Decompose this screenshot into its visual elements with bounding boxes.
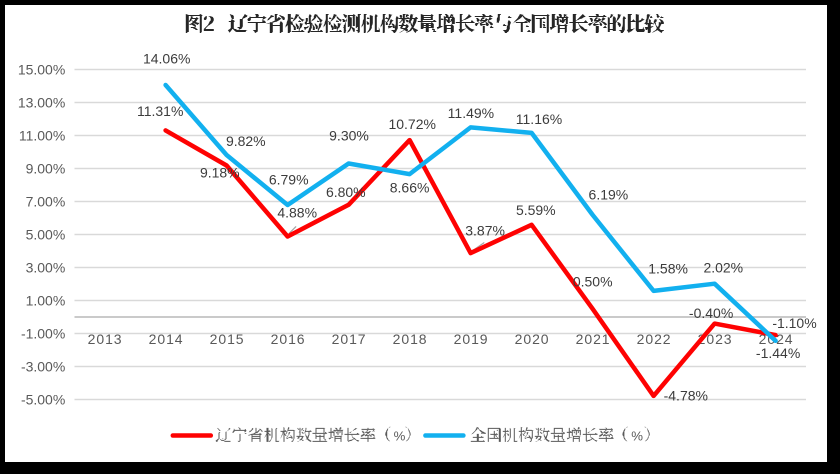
svg-text:6.80%: 6.80% [326, 184, 366, 200]
svg-text:2014: 2014 [149, 331, 183, 347]
svg-text:7.00%: 7.00% [26, 194, 66, 210]
svg-text:10.72%: 10.72% [388, 116, 435, 132]
svg-text:2019: 2019 [454, 331, 488, 347]
svg-text:11.00%: 11.00% [19, 128, 65, 144]
svg-text:9.30%: 9.30% [329, 128, 369, 144]
svg-text:11.16%: 11.16% [516, 111, 562, 127]
svg-text:6.19%: 6.19% [589, 186, 629, 202]
svg-text:14.06%: 14.06% [143, 51, 190, 67]
svg-text:2020: 2020 [515, 331, 549, 347]
svg-text:15.00%: 15.00% [18, 62, 65, 78]
svg-text:4.88%: 4.88% [277, 204, 317, 220]
svg-text:2021: 2021 [576, 331, 610, 347]
svg-text:5.00%: 5.00% [26, 227, 66, 243]
svg-text:11.49%: 11.49% [448, 105, 494, 121]
svg-text:1.58%: 1.58% [648, 260, 688, 276]
svg-text:3.87%: 3.87% [465, 223, 505, 239]
svg-text:9.18%: 9.18% [200, 165, 240, 181]
svg-text:2022: 2022 [637, 331, 671, 347]
svg-text:0.50%: 0.50% [573, 274, 613, 290]
svg-text:-1.00%: -1.00% [21, 326, 65, 342]
svg-text:11.31%: 11.31% [137, 103, 183, 119]
svg-text:2015: 2015 [210, 331, 244, 347]
svg-text:2017: 2017 [332, 331, 366, 347]
svg-text:-4.78%: -4.78% [664, 387, 708, 403]
svg-text:9.82%: 9.82% [226, 133, 266, 149]
svg-text:-3.00%: -3.00% [21, 359, 65, 375]
svg-text:2013: 2013 [88, 331, 122, 347]
svg-text:3.00%: 3.00% [26, 260, 66, 276]
svg-text:-1.44%: -1.44% [756, 345, 800, 361]
svg-text:2.02%: 2.02% [703, 260, 743, 276]
svg-text:-1.10%: -1.10% [772, 315, 816, 331]
svg-text:2018: 2018 [393, 331, 427, 347]
svg-text:%: % [394, 429, 406, 444]
svg-text:9.00%: 9.00% [26, 161, 66, 177]
svg-text:13.00%: 13.00% [18, 95, 65, 111]
svg-text:1.00%: 1.00% [26, 293, 66, 309]
svg-text:8.66%: 8.66% [390, 180, 430, 196]
svg-text:6.79%: 6.79% [269, 171, 309, 187]
svg-text:-5.00%: -5.00% [21, 392, 65, 408]
svg-text:%: % [631, 429, 643, 444]
svg-text:-0.40%: -0.40% [689, 305, 733, 321]
svg-text:2016: 2016 [271, 331, 305, 347]
svg-text:5.59%: 5.59% [516, 202, 556, 218]
